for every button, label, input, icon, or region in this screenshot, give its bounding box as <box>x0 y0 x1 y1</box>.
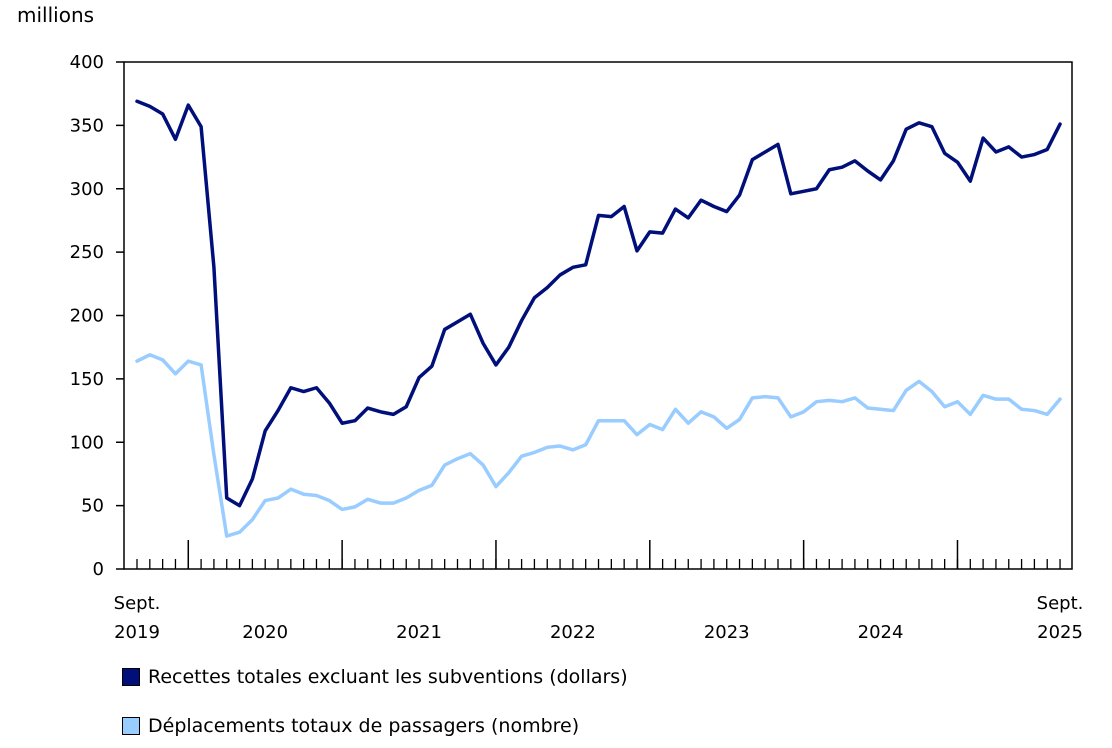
legend-label-passengers: Déplacements totaux de passagers (nombre… <box>148 715 580 737</box>
y-tick-label: 400 <box>70 52 104 73</box>
x-tick-label-year: 2020 <box>242 622 288 643</box>
legend-swatch-passengers <box>122 717 140 735</box>
y-tick-label: 0 <box>93 559 104 580</box>
legend-item-passengers: Déplacements totaux de passagers (nombre… <box>122 715 579 737</box>
legend-swatch-revenue <box>122 668 140 686</box>
x-tick-label-month: Sept. <box>1037 593 1084 614</box>
plot-frame <box>123 61 1073 570</box>
legend-item-revenue: Recettes totales excluant les subvention… <box>122 666 628 688</box>
x-tick-label-year: 2024 <box>858 622 904 643</box>
y-tick-label: 50 <box>81 496 104 517</box>
y-unit-label: millions <box>17 3 94 27</box>
series-line-passengers <box>135 353 1062 538</box>
x-tick-label-year: 2025 <box>1037 622 1083 643</box>
x-tick-label-month: Sept. <box>114 593 161 614</box>
x-tick-label-year: 2019 <box>114 622 160 643</box>
y-tick-label: 100 <box>70 432 104 453</box>
x-tick-label-year: 2023 <box>704 622 750 643</box>
y-tick-label: 350 <box>70 115 104 136</box>
x-tick-label-year: 2022 <box>550 622 596 643</box>
y-tick-label: 200 <box>70 306 104 327</box>
legend-label-revenue: Recettes totales excluant les subvention… <box>148 666 628 688</box>
y-tick-label: 250 <box>70 242 104 263</box>
y-tick-label: 150 <box>70 369 104 390</box>
y-tick-label: 300 <box>70 179 104 200</box>
x-tick-label-year: 2021 <box>396 622 442 643</box>
series-line-revenue <box>135 99 1062 508</box>
